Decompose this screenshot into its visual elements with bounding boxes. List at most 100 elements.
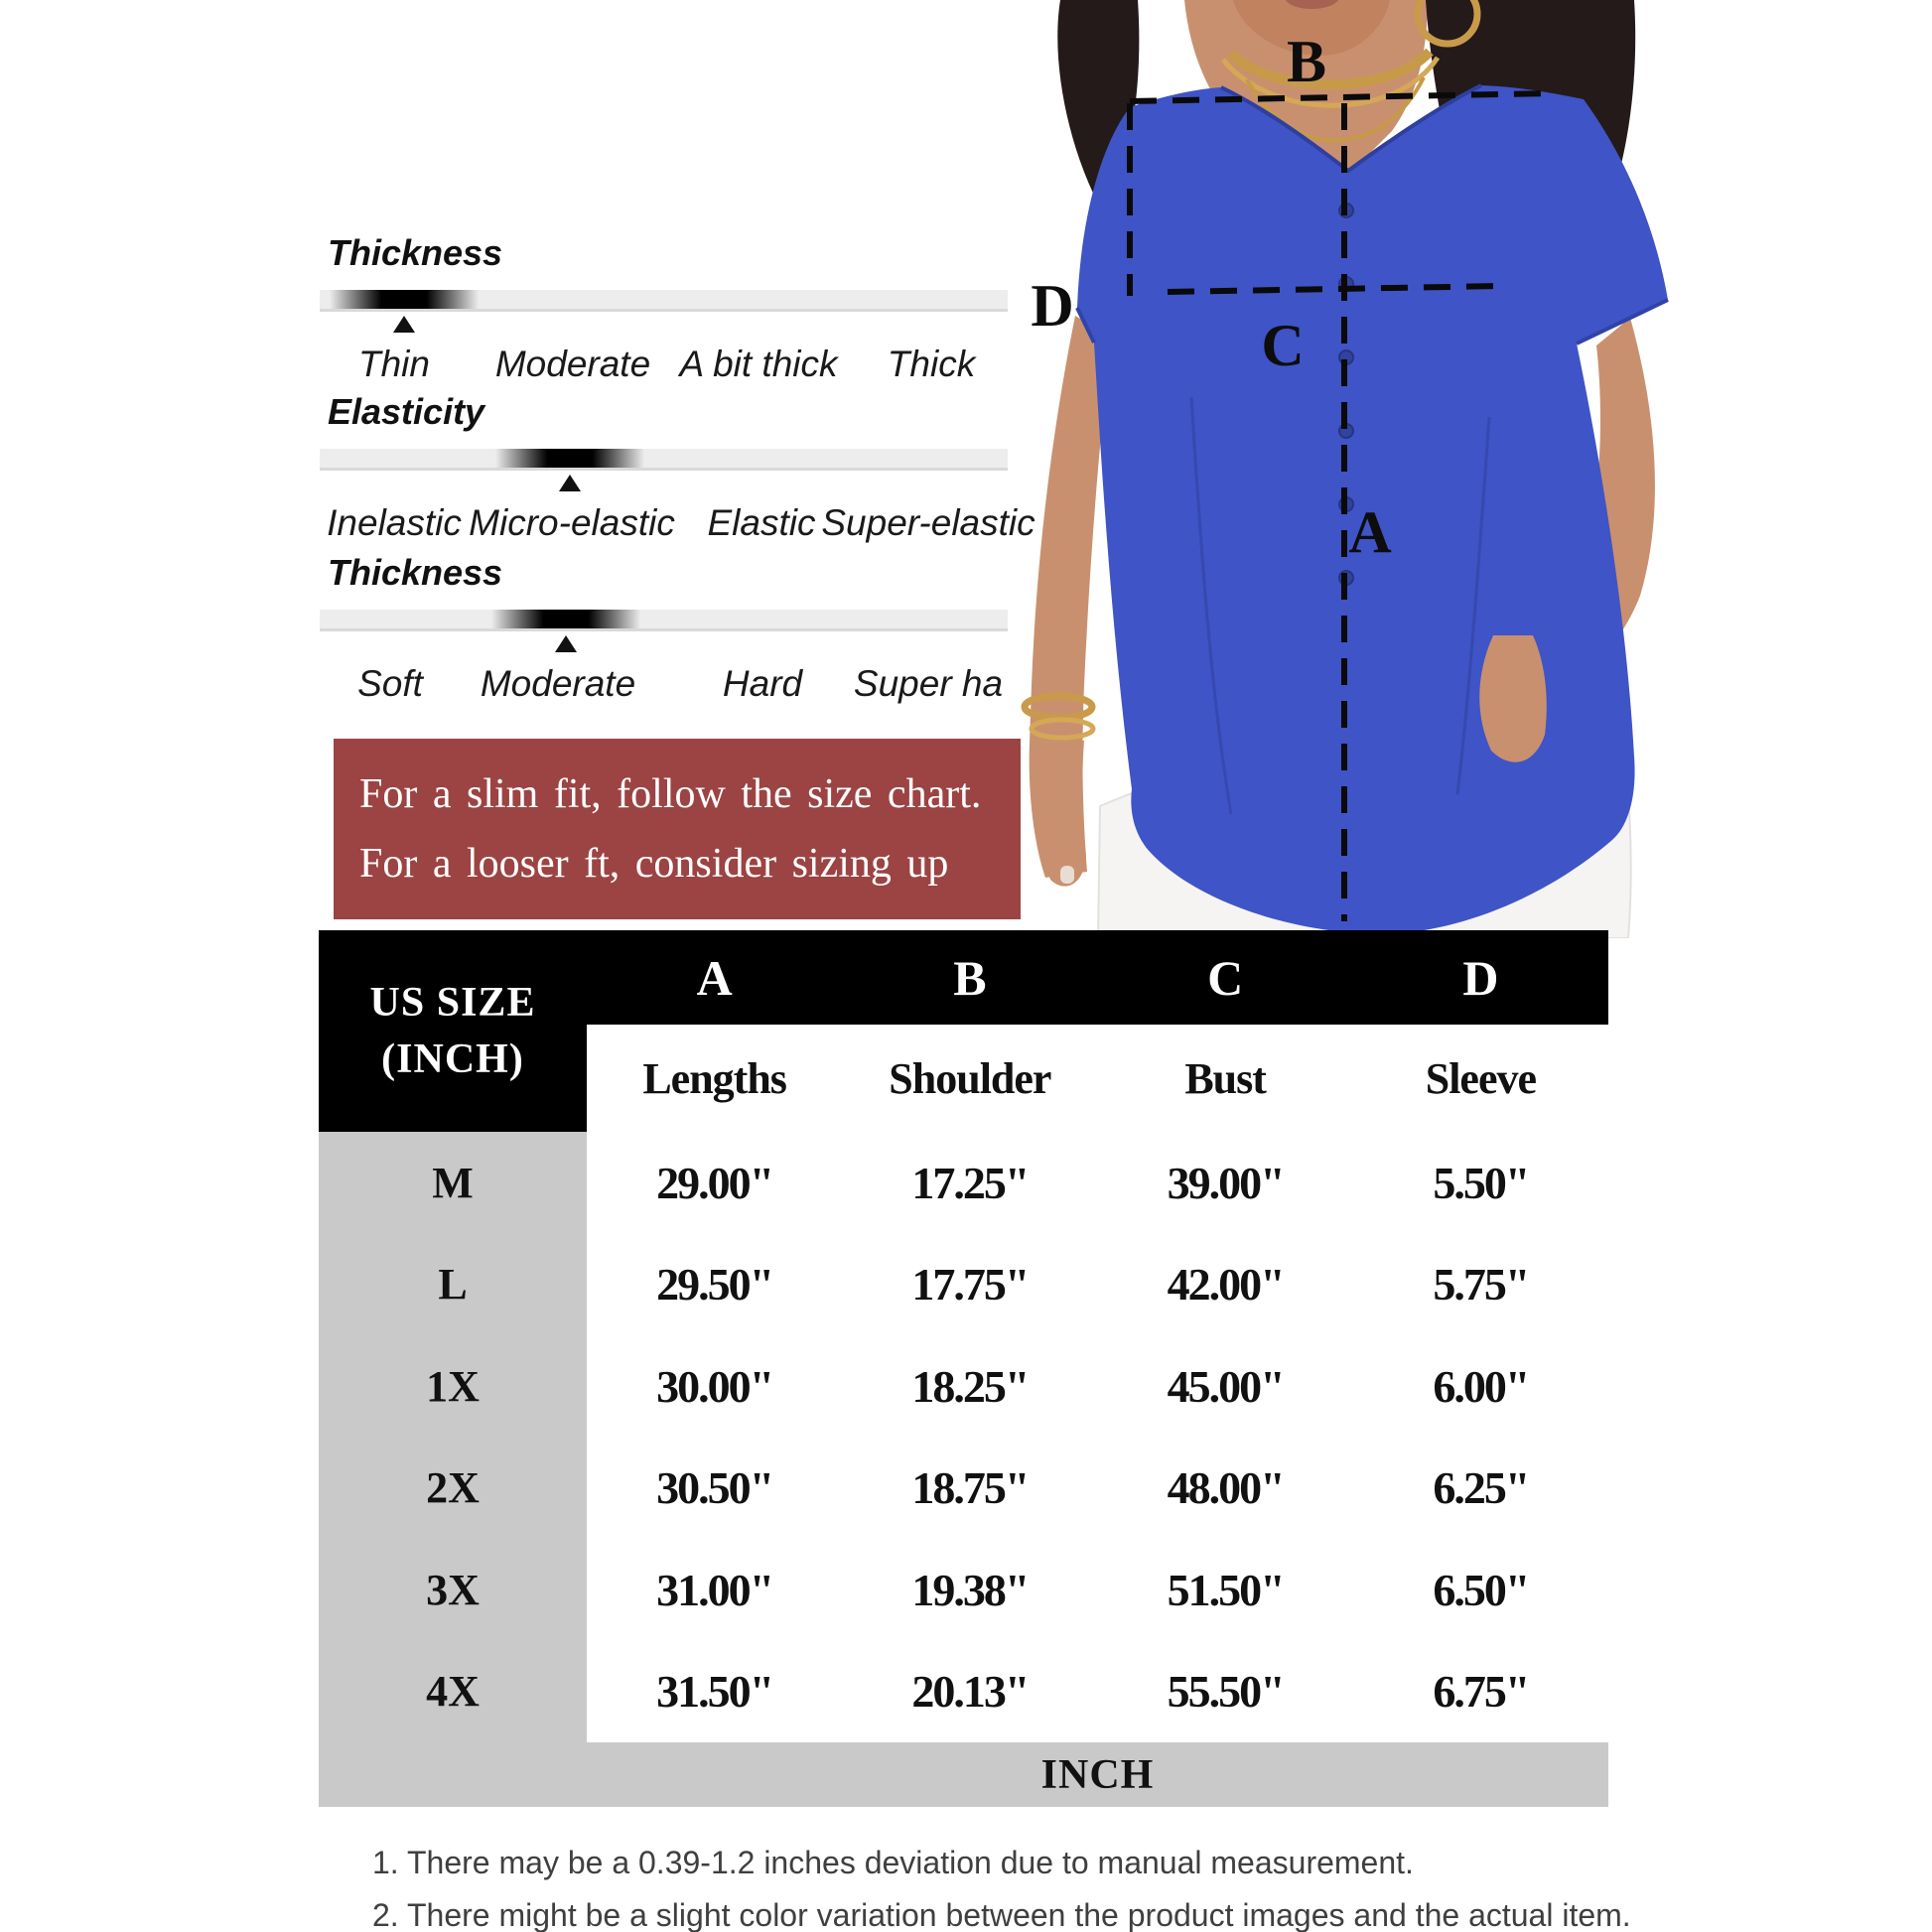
table-cell: 20.13" <box>842 1640 1098 1742</box>
necklace-chain-1 <box>1227 48 1434 90</box>
table-cell: 5.75" <box>1352 1233 1608 1335</box>
table-cell: 29.00" <box>587 1132 843 1234</box>
table-cell: 29.50" <box>587 1233 843 1335</box>
scale-title: Elasticity <box>328 391 485 432</box>
letter-B-label: B <box>1287 29 1326 94</box>
size-table-unit-footer: INCH <box>319 1742 1608 1807</box>
table-cell: 18.75" <box>842 1437 1098 1539</box>
model-lips <box>1286 0 1338 9</box>
model-photo-illustration: B D C A <box>1021 0 1669 939</box>
scale-thickness-1: Thickness Thin Moderate A bit thick Thic… <box>320 232 1010 401</box>
scale-label: Thin <box>358 344 430 384</box>
table-cell: 17.75" <box>842 1233 1098 1335</box>
scale-thickness-2: Thickness Soft Moderate Hard Super ha <box>320 552 1010 721</box>
fit-note-banner: For a slim fit, follow the size chart. F… <box>334 739 1021 919</box>
table-cell: 6.00" <box>1352 1335 1608 1438</box>
table-row: 1X 30.00" 18.25" 45.00" 6.00" <box>319 1335 1608 1438</box>
table-cell: 5.50" <box>1352 1132 1608 1234</box>
table-cell: 31.00" <box>587 1539 843 1641</box>
scale-label: Super ha <box>853 663 1004 704</box>
table-cell: 51.50" <box>1097 1539 1353 1641</box>
scale-gradient-marker <box>491 610 640 628</box>
model-left-hand <box>1035 741 1086 887</box>
scale-label: Moderate <box>480 663 636 704</box>
table-cell: 19.38" <box>842 1539 1098 1641</box>
table-row: 2X 30.50" 18.75" 48.00" 6.25" <box>319 1437 1608 1539</box>
letter-C-label: C <box>1261 313 1304 378</box>
letter-A-label: A <box>1348 499 1391 565</box>
table-cell: 45.00" <box>1097 1335 1353 1438</box>
scale-label: Moderate <box>494 344 651 384</box>
size-label: 4X <box>319 1640 587 1742</box>
column-letter-A: A <box>696 949 733 1006</box>
necklace-chain-2 <box>1221 56 1441 108</box>
table-cell: 30.00" <box>587 1335 843 1438</box>
scale-labels: Soft Moderate Hard Super ha <box>320 663 1010 713</box>
table-cell: 6.75" <box>1352 1640 1608 1742</box>
size-label: M <box>319 1132 587 1234</box>
column-header-sleeve: Sleeve <box>1425 1053 1537 1103</box>
table-row: 4X 31.50" 20.13" 55.50" 6.75" <box>319 1640 1608 1742</box>
scale-title: Thickness <box>328 552 503 593</box>
scale-label: Elastic <box>707 502 816 543</box>
size-label: 1X <box>319 1335 587 1438</box>
table-cell: 17.25" <box>842 1132 1098 1234</box>
table-row: M 29.00" 17.25" 39.00" 5.50" <box>319 1132 1608 1234</box>
necklace-chain-3 <box>1245 76 1426 143</box>
scale-gradient-marker <box>330 290 479 309</box>
scale-pointer-icon <box>555 635 577 652</box>
size-table-corner: US SIZE (INCH) <box>319 930 587 1132</box>
scale-label: Soft <box>357 663 423 704</box>
shoulder-line-B <box>1129 90 1552 104</box>
size-label: 3X <box>319 1539 587 1641</box>
scale-pointer-icon <box>559 475 581 491</box>
model-chin <box>1233 0 1390 56</box>
fingernail <box>1060 866 1074 884</box>
bracelet-icon-2 <box>1029 717 1096 741</box>
disclaimer-notes: 1. There may be a 0.39-1.2 inches deviat… <box>372 1845 1631 1932</box>
model-photo: B D C A <box>635 0 1708 939</box>
size-table-body: M 29.00" 17.25" 39.00" 5.50" L 29.50" 17… <box>319 1132 1608 1742</box>
note-2: 2. There might be a slight color variati… <box>372 1897 1631 1932</box>
column-header-shoulder: Shoulder <box>889 1053 1051 1103</box>
table-cell: 30.50" <box>587 1437 843 1539</box>
size-table-measure-header: Lengths Shoulder Bust Sleeve <box>587 1025 1608 1132</box>
scale-labels: Thin Moderate A bit thick Thick <box>320 344 1010 393</box>
scale-bar <box>320 449 1008 468</box>
scale-bar <box>320 290 1008 309</box>
scale-gradient-marker <box>495 449 644 468</box>
table-cell: 48.00" <box>1097 1437 1353 1539</box>
scale-title: Thickness <box>328 232 503 273</box>
table-cell: 39.00" <box>1097 1132 1353 1234</box>
banner-line-2: For a looser ft, consider sizing up <box>359 841 949 887</box>
table-row: 3X 31.00" 19.38" 51.50" 6.50" <box>319 1539 1608 1641</box>
size-label: L <box>319 1233 587 1335</box>
note-1: 1. There may be a 0.39-1.2 inches deviat… <box>372 1845 1414 1880</box>
scale-elasticity: Elasticity Inelastic Micro-elastic Elast… <box>320 391 1035 560</box>
model-right-hand <box>1479 635 1547 762</box>
scale-labels: Inelastic Micro-elastic Elastic Super-el… <box>320 502 1035 552</box>
column-header-lengths: Lengths <box>642 1053 787 1103</box>
column-letter-D: D <box>1462 949 1499 1006</box>
column-letter-C: C <box>1207 949 1244 1006</box>
earring-icon <box>1414 0 1481 48</box>
scale-bar <box>320 610 1008 628</box>
table-cell: 6.50" <box>1352 1539 1608 1641</box>
measurement-lines <box>1127 90 1552 921</box>
letter-D-label: D <box>1031 273 1073 339</box>
table-cell: 55.50" <box>1097 1640 1353 1742</box>
corner-unit: (INCH) <box>381 1035 524 1082</box>
corner-title: US SIZE <box>369 979 536 1026</box>
scale-pointer-icon <box>393 316 415 333</box>
table-cell: 42.00" <box>1097 1233 1353 1335</box>
banner-line-1: For a slim fit, follow the size chart. <box>359 771 982 817</box>
scale-label: Super-elastic <box>821 502 1035 543</box>
column-letter-B: B <box>953 949 987 1006</box>
blouse-neckline <box>1220 83 1482 174</box>
column-header-bust: Bust <box>1184 1053 1267 1103</box>
bust-line-C <box>1167 283 1504 295</box>
scale-label: A bit thick <box>679 344 838 384</box>
blouse-sleeve-seams <box>1075 298 1669 345</box>
blouse-fold-lines <box>1189 396 1491 815</box>
